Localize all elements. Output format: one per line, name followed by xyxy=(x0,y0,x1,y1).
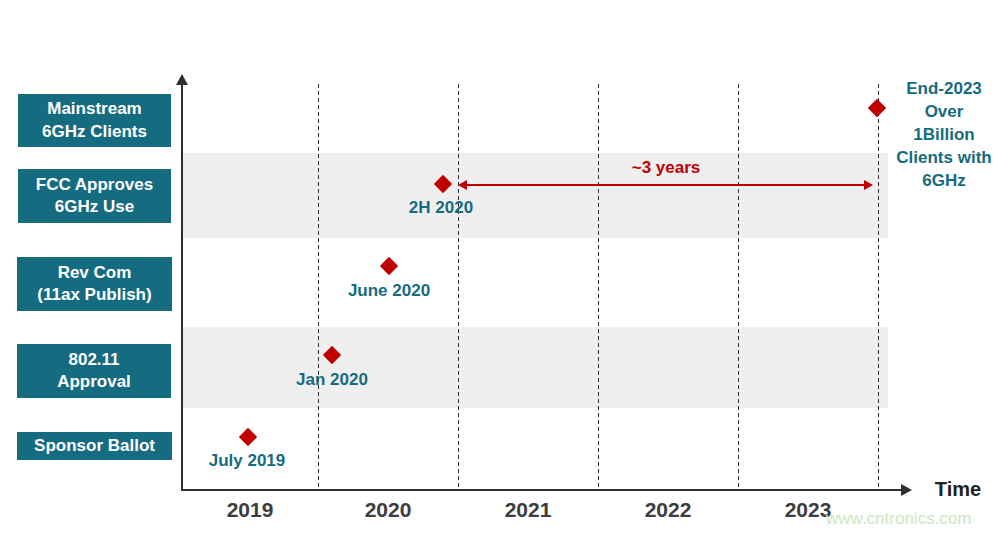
y-axis-arrowhead-icon xyxy=(176,74,188,85)
end-2023-note: End-2023 Over 1Billion Clients with 6GHz xyxy=(884,77,1004,192)
milestone-date-2h-2020: 2H 2020 xyxy=(409,198,473,218)
row-label-sponsor-ballot: Sponsor Ballot xyxy=(17,432,172,460)
x-axis-line xyxy=(181,489,903,491)
x-axis-title: Time xyxy=(935,478,981,501)
x-axis-arrowhead-icon xyxy=(901,484,912,496)
milestone-diamond-sponsor-ballot xyxy=(239,428,257,446)
row-label-mainstream-6ghz-clients: Mainstream 6GHz Clients xyxy=(18,94,171,147)
gridline-2020 xyxy=(318,84,319,490)
gridline-2022 xyxy=(598,84,599,490)
gridline-2021 xyxy=(458,84,459,490)
three-years-arrow-line xyxy=(464,184,866,186)
x-tick-2019: 2019 xyxy=(227,498,274,522)
timeline-chart: Mainstream 6GHz Clients FCC Approves 6GH… xyxy=(0,0,1007,534)
three-years-annotation-label: ~3 years xyxy=(632,158,701,178)
row-label-802-11-approval: 802.11 Approval xyxy=(17,344,171,398)
milestone-diamond-rev-com xyxy=(380,257,398,275)
row-label-rev-com-11ax-publish: Rev Com (11ax Publish) xyxy=(17,257,172,311)
x-tick-2022: 2022 xyxy=(645,498,692,522)
x-tick-2020: 2020 xyxy=(365,498,412,522)
milestone-date-june-2020: June 2020 xyxy=(348,281,430,301)
watermark-text: www.cntronics.com xyxy=(826,509,971,529)
row-label-fcc-approves-6ghz-use: FCC Approves 6GHz Use xyxy=(18,169,171,223)
three-years-arrow-right-head-icon xyxy=(864,180,873,190)
milestone-date-jan-2020: Jan 2020 xyxy=(296,370,368,390)
gridline-2024 xyxy=(878,84,879,490)
three-years-arrow-left-head-icon xyxy=(458,180,467,190)
x-tick-2023: 2023 xyxy=(785,498,832,522)
row-band-802-11-approval xyxy=(183,327,888,408)
milestone-date-july-2019: July 2019 xyxy=(209,451,286,471)
x-tick-2021: 2021 xyxy=(505,498,552,522)
gridline-2023 xyxy=(738,84,739,490)
y-axis-line xyxy=(181,84,183,490)
row-band-fcc xyxy=(183,153,888,238)
